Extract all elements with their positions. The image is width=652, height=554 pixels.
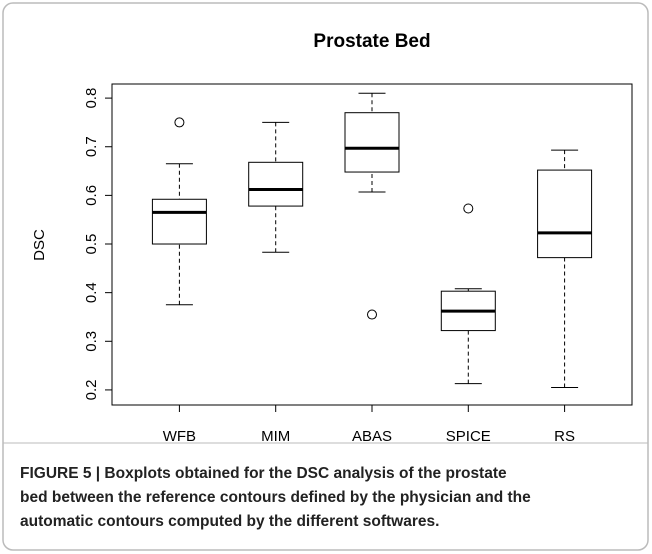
x-tick-label: SPICE bbox=[446, 428, 491, 445]
y-tick-label: 0.5 bbox=[83, 234, 100, 255]
caption-line: automatic contours computed by the diffe… bbox=[20, 513, 439, 530]
y-tick-label: 0.3 bbox=[83, 331, 100, 352]
y-axis-label: DSC bbox=[31, 229, 48, 261]
outlier bbox=[174, 117, 185, 128]
x-tick-label: MIM bbox=[261, 428, 290, 445]
y-tick-label: 0.8 bbox=[83, 88, 100, 109]
y-tick-label: 0.2 bbox=[83, 379, 100, 400]
box bbox=[537, 169, 593, 259]
caption-line: FIGURE 5 | Boxplots obtained for the DSC… bbox=[20, 465, 507, 482]
y-tick-label: 0.7 bbox=[83, 136, 100, 157]
outlier bbox=[367, 309, 377, 320]
y-tick-label: 0.6 bbox=[83, 185, 100, 206]
box bbox=[344, 112, 400, 173]
chart-title: Prostate Bed bbox=[313, 31, 430, 52]
box bbox=[151, 198, 207, 245]
x-tick-label: ABAS bbox=[352, 428, 392, 445]
box bbox=[248, 161, 304, 207]
x-tick-label: RS bbox=[554, 428, 575, 445]
x-tick-label: WFB bbox=[163, 428, 196, 445]
y-tick-label: 0.4 bbox=[83, 282, 100, 303]
outlier bbox=[463, 203, 474, 214]
caption-line: bed between the reference contours defin… bbox=[20, 489, 531, 506]
